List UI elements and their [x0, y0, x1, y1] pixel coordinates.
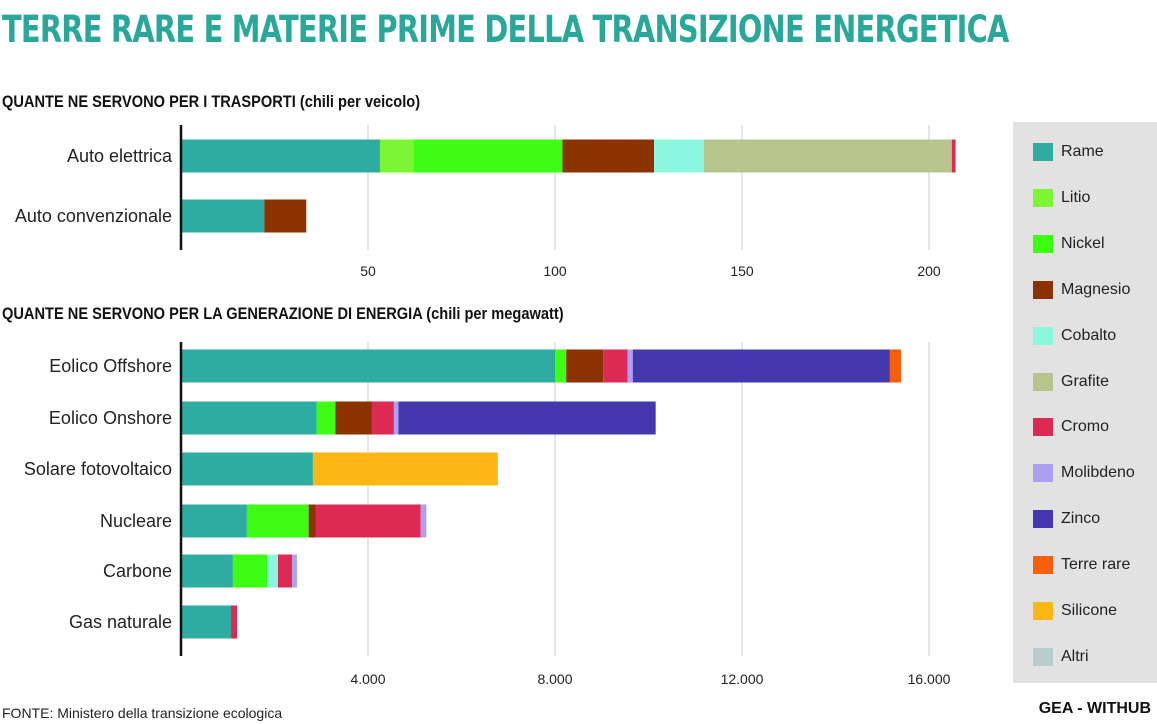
x-tick-label: 16.000: [908, 671, 951, 687]
bar-segment-molibdeno: [420, 504, 427, 538]
legend-label: Grafite: [1061, 372, 1110, 390]
x-tick-label: 100: [543, 263, 567, 279]
legend-swatch: [1033, 188, 1053, 207]
legend-swatch: [1033, 326, 1053, 345]
bar-segment-rame: [181, 349, 555, 383]
category-label: Gas naturale: [69, 612, 172, 632]
legend-swatch: [1033, 510, 1053, 529]
category-label: Nucleare: [100, 511, 172, 531]
legend-item: Litio: [1033, 188, 1090, 208]
bar-segment-rame: [181, 452, 313, 486]
bar-segment-magnesio: [566, 349, 604, 383]
bar-segment-magnesio: [335, 401, 372, 435]
legend-item: Rame: [1033, 142, 1104, 162]
bar-segment-molibdeno: [627, 349, 633, 383]
x-tick-label: 4.000: [350, 671, 385, 687]
legend-label: Molibdeno: [1061, 464, 1135, 482]
bar-segment-nickel: [232, 554, 268, 588]
bar-segment-nickel: [246, 504, 309, 538]
legend-item: Magnesio: [1033, 280, 1130, 300]
bar-segment-rame: [181, 504, 247, 538]
bar-segment-cromo: [315, 504, 421, 538]
bar-segment-rame: [181, 139, 380, 173]
bar-segment-rame: [181, 554, 233, 588]
chart-2-title: QUANTE NE SERVONO PER LA GENERAZIONE DI …: [2, 304, 564, 323]
bar-segment-molibdeno: [292, 554, 297, 588]
x-tick-label: 200: [917, 263, 941, 279]
legend-item: Nickel: [1033, 234, 1105, 254]
bar-segment-cromo: [278, 554, 293, 588]
bar-segment-cromo: [231, 605, 238, 639]
bar-segment-magnesio: [264, 199, 307, 233]
category-label: Auto convenzionale: [15, 206, 172, 226]
x-tick-label: 150: [730, 263, 754, 279]
bar-segment-cobalto: [267, 554, 279, 588]
bar-segment-terre-rare: [889, 349, 902, 383]
legend-label: Terre rare: [1061, 556, 1131, 574]
bar-segment-rame: [181, 401, 317, 435]
bar-segment-zinco: [632, 349, 890, 383]
brand-logo: GEA - WITHUB: [1038, 700, 1151, 717]
legend-label: Rame: [1061, 143, 1104, 160]
legend-item: Cromo: [1033, 417, 1109, 437]
legend-item: Terre rare: [1033, 555, 1130, 575]
bar-segment-molibdeno: [393, 401, 399, 435]
bar-segment-grafite: [703, 139, 952, 173]
legend-item: Altri: [1033, 647, 1089, 667]
legend-item: Silicone: [1033, 601, 1117, 621]
legend-swatch: [1033, 647, 1053, 666]
legend-label: Nickel: [1061, 234, 1105, 252]
bar-segment-cromo: [951, 139, 956, 173]
chart-1-title: QUANTE NE SERVONO PER I TRASPORTI (chili…: [2, 92, 421, 111]
source-note: FONTE: Ministero della transizione ecolo…: [2, 705, 283, 721]
bar-segment-cromo: [603, 349, 628, 383]
page-title: TERRE RARE E MATERIE PRIME DELLA TRANSIZ…: [2, 8, 1009, 51]
legend-swatch: [1033, 234, 1053, 253]
legend-swatch: [1033, 464, 1053, 483]
legend-item: Molibdeno: [1033, 463, 1135, 483]
bar-segment-rame: [181, 605, 232, 639]
legend-swatch: [1033, 602, 1053, 620]
legend-label: Cobalto: [1061, 326, 1117, 344]
legend-label: Zinco: [1061, 510, 1101, 528]
legend-swatch: [1033, 418, 1053, 437]
category-label: Solare fotovoltaico: [24, 459, 172, 479]
legend-swatch: [1033, 556, 1053, 575]
legend-label: Magnesio: [1061, 280, 1131, 298]
bar-segment-magnesio: [308, 504, 316, 538]
x-tick-label: 12.000: [721, 671, 764, 687]
legend-label: Silicone: [1061, 602, 1118, 619]
legend-label: Cromo: [1061, 418, 1110, 436]
legend-swatch: [1033, 143, 1053, 161]
bar-segment-cobalto: [654, 139, 704, 173]
category-label: Carbone: [103, 561, 172, 581]
category-label: Eolico Onshore: [49, 408, 172, 428]
bar-segment-magnesio: [562, 139, 655, 173]
bar-segment-litio: [379, 139, 414, 173]
bar-segment-nickel: [555, 349, 567, 383]
legend-label: Altri: [1061, 647, 1089, 665]
legend-label: Litio: [1061, 188, 1091, 206]
bar-segment-cromo: [371, 401, 394, 435]
legend-item: Cobalto: [1033, 326, 1116, 346]
x-tick-label: 50: [360, 263, 376, 279]
legend-swatch: [1033, 280, 1053, 299]
legend: Rame Litio Nickel Magnesio Cobalto Grafite Cro…: [1013, 122, 1157, 683]
legend-item: Grafite: [1033, 372, 1109, 392]
category-label: Eolico Offshore: [49, 356, 172, 376]
bar-segment-rame: [181, 199, 265, 233]
bar-segment-silicone: [312, 452, 498, 486]
category-label: Auto elettrica: [67, 146, 173, 166]
x-tick-label: 8.000: [537, 671, 572, 687]
bar-segment-zinco: [398, 401, 656, 435]
legend-item: Zinco: [1033, 509, 1100, 529]
bar-segment-nickel: [316, 401, 336, 435]
bar-segment-nickel: [413, 139, 563, 173]
legend-swatch: [1033, 372, 1053, 391]
